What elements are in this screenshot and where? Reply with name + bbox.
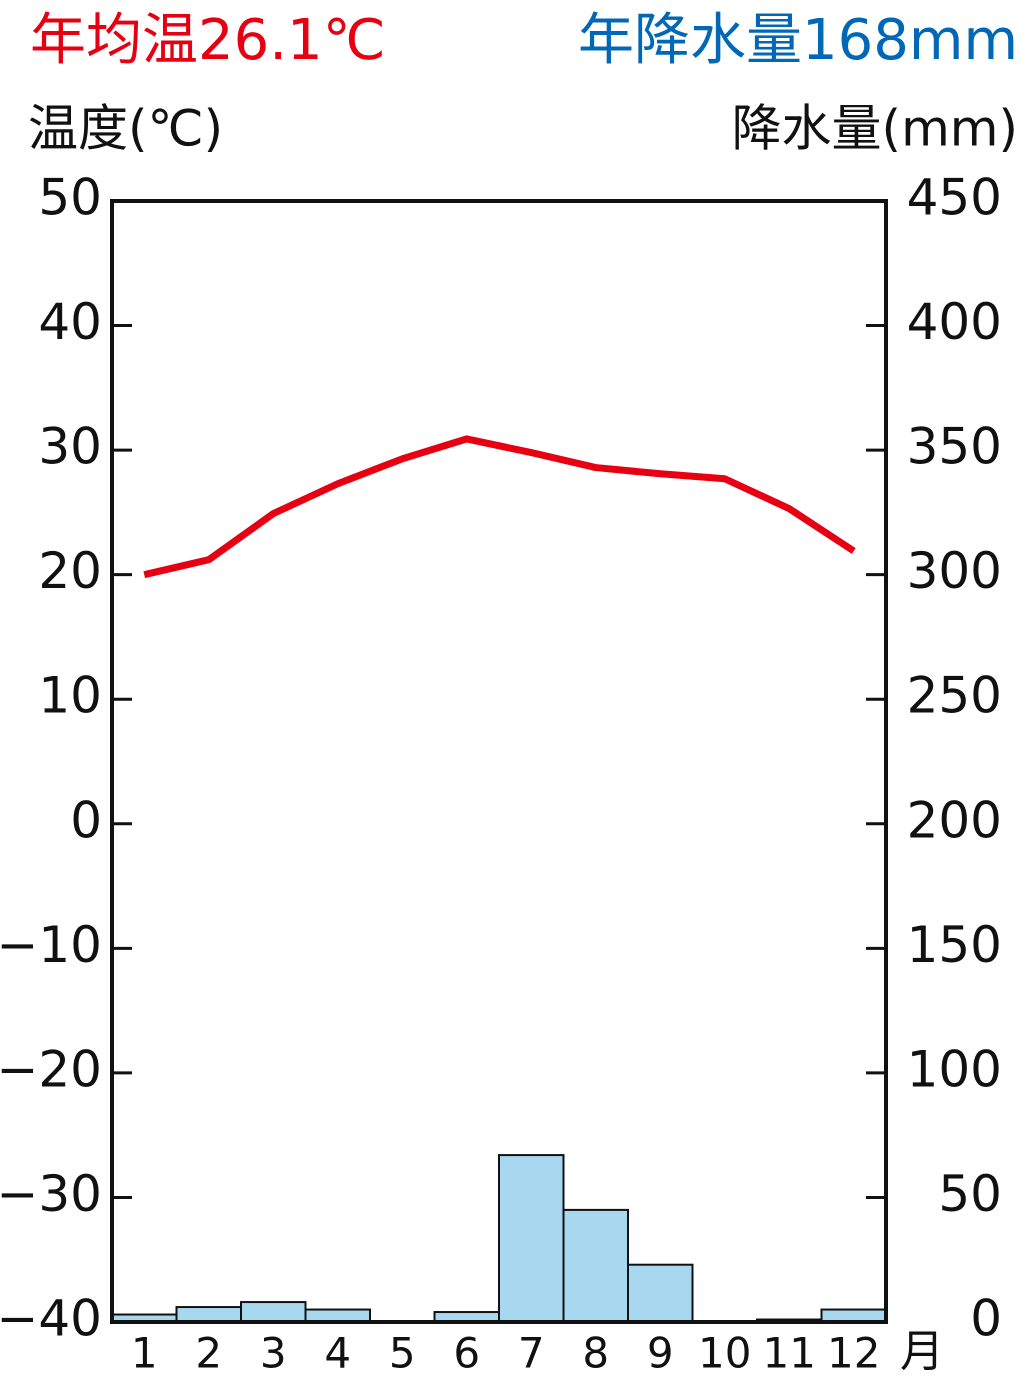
y2-tick-label: 450 (907, 169, 1002, 227)
x-tick-label: 6 (453, 1329, 480, 1378)
x-tick-label: 2 (195, 1329, 222, 1378)
x-tick-label: 3 (260, 1329, 287, 1378)
y-axis-label: 温度(℃) (28, 100, 223, 158)
y-tick-label: 10 (38, 667, 102, 725)
y-tick-label: −30 (0, 1165, 102, 1223)
y-tick-label: 20 (38, 542, 102, 600)
x-tick-label: 11 (763, 1329, 816, 1378)
y-tick-label: 40 (38, 293, 102, 351)
x-tick-label: 9 (647, 1329, 674, 1378)
precipitation-bar (498, 1154, 565, 1324)
x-tick-label: 1 (131, 1329, 158, 1378)
x-tick-label: 10 (698, 1329, 751, 1378)
precipitation-bar (562, 1208, 629, 1324)
y2-tick-label: 0 (970, 1290, 1002, 1348)
x-tick-label: 4 (324, 1329, 351, 1378)
precipitation-bar (175, 1306, 242, 1324)
temperature-line (143, 435, 856, 579)
chart-subtitle: 年降水量168mm (578, 8, 1018, 73)
y-tick-label: −10 (0, 916, 102, 974)
y-tick-label: 30 (38, 418, 102, 476)
y-tick-label: −20 (0, 1040, 102, 1098)
y-tick-label: −40 (0, 1290, 102, 1348)
y-tick-label: 0 (70, 791, 102, 849)
y2-tick-label: 350 (907, 418, 1002, 476)
precipitation-bar (627, 1263, 694, 1324)
x-tick-label: 8 (582, 1329, 609, 1378)
y2-tick-label: 250 (907, 667, 1002, 725)
chart-title: 年均温26.1℃ (30, 8, 386, 73)
x-tick-label: 5 (389, 1329, 416, 1378)
y2-axis-label: 降水量(mm) (732, 100, 1018, 158)
y2-tick-label: 200 (907, 791, 1002, 849)
y2-tick-label: 50 (938, 1165, 1002, 1223)
y-tick-label: 50 (38, 169, 102, 227)
x-tick-label: 7 (518, 1329, 545, 1378)
precipitation-bar (240, 1301, 307, 1324)
plot-frame (110, 199, 888, 1324)
y2-tick-label: 150 (907, 916, 1002, 974)
y2-tick-label: 300 (907, 542, 1002, 600)
y2-tick-label: 100 (907, 1040, 1002, 1098)
x-tick-label: 12 (827, 1329, 880, 1378)
x-axis-label: 月 (900, 1326, 944, 1377)
y2-tick-label: 400 (907, 293, 1002, 351)
